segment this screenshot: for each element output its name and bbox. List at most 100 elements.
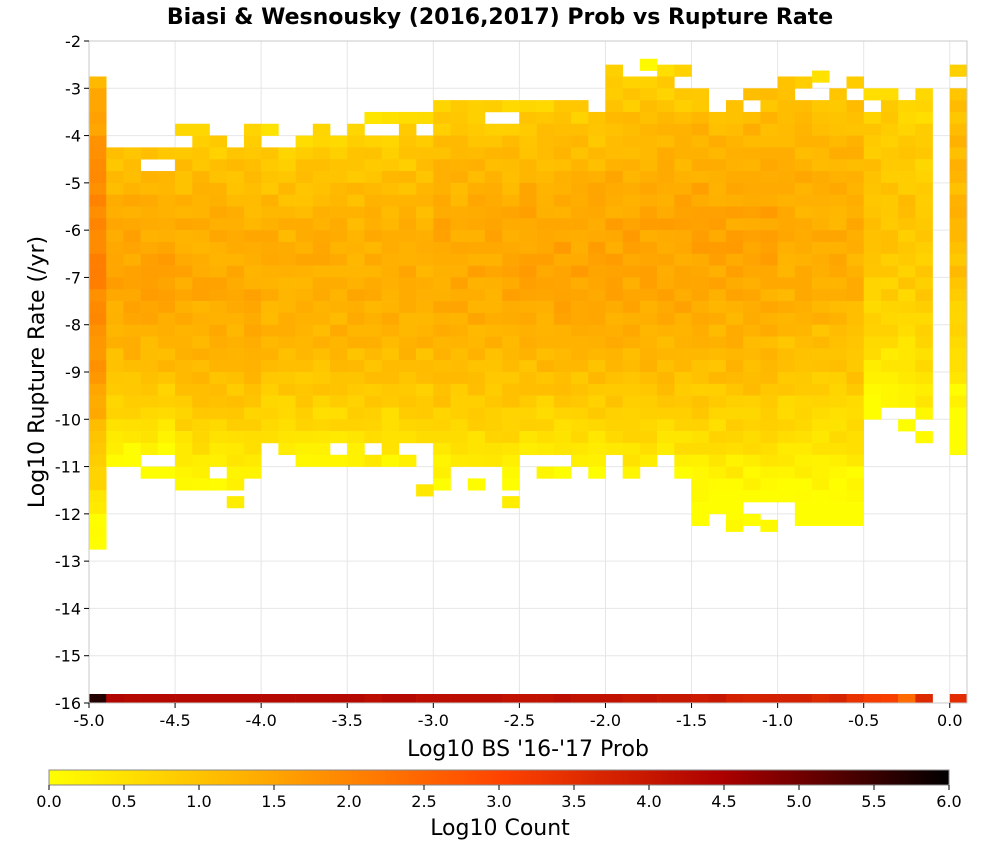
heatmap-cell	[588, 419, 606, 432]
heatmap-cell	[278, 147, 296, 160]
heatmap-cell	[794, 336, 813, 349]
heatmap-cell	[898, 194, 916, 207]
heatmap-cell	[639, 111, 658, 125]
heatmap-cell	[863, 88, 882, 101]
heatmap-cell	[674, 277, 692, 290]
heatmap-cell	[777, 206, 796, 219]
heatmap-cell	[261, 218, 279, 231]
heatmap-cell	[140, 312, 159, 326]
heatmap-cell	[777, 218, 796, 231]
colorbar-tick-label: 6.0	[936, 792, 961, 811]
heatmap-cell	[295, 372, 314, 385]
floor-cell	[89, 694, 107, 703]
heatmap-cell	[330, 218, 348, 231]
heatmap-cell	[863, 182, 882, 195]
heatmap-cell	[674, 64, 692, 77]
heatmap-cell	[863, 194, 882, 207]
heatmap-cell	[484, 194, 503, 207]
heatmap-cell	[605, 111, 623, 125]
heatmap-cell	[622, 431, 641, 444]
heatmap-cell	[536, 383, 555, 396]
heatmap-cell	[192, 301, 210, 314]
heatmap-cell	[863, 111, 882, 125]
heatmap-cell	[261, 336, 279, 349]
heatmap-cell	[175, 289, 193, 302]
heatmap-cell	[777, 147, 796, 160]
heatmap-cell	[863, 147, 882, 160]
heatmap-cell	[760, 265, 778, 278]
heatmap-cell	[175, 431, 193, 444]
floor-cell	[398, 694, 417, 703]
heatmap-cell	[846, 277, 865, 290]
heatmap-cell	[381, 383, 400, 396]
heatmap-cell	[708, 383, 727, 396]
heatmap-cell	[915, 171, 933, 184]
heatmap-cell	[106, 206, 124, 219]
heatmap-cell	[812, 395, 830, 408]
heatmap-cell	[639, 123, 658, 136]
heatmap-cell	[605, 407, 623, 420]
heatmap-cell	[915, 301, 933, 314]
heatmap-cell	[691, 171, 710, 184]
heatmap-cell	[812, 478, 830, 491]
heatmap-cell	[433, 312, 451, 326]
heatmap-cell	[467, 218, 486, 231]
heatmap-cell	[571, 454, 589, 467]
heatmap-cell	[226, 431, 245, 444]
heatmap-cell	[330, 241, 348, 255]
heatmap-cell	[398, 230, 417, 243]
heatmap-cell	[519, 419, 537, 432]
heatmap-cell	[553, 194, 572, 207]
heatmap-cell	[949, 265, 968, 278]
heatmap-cell	[553, 123, 572, 136]
heatmap-cell	[347, 171, 365, 184]
heatmap-cell	[708, 182, 727, 195]
heatmap-cell	[812, 312, 830, 326]
heatmap-cell	[622, 241, 641, 255]
heatmap-cell	[536, 265, 555, 278]
heatmap-cell	[708, 312, 727, 326]
heatmap-cell	[553, 336, 572, 349]
heatmap-cell	[278, 336, 296, 349]
heatmap-cell	[450, 159, 469, 172]
heatmap-cell	[226, 348, 245, 361]
heatmap-cell	[880, 182, 899, 195]
heatmap-cell	[743, 312, 761, 326]
heatmap-cell	[674, 171, 692, 184]
heatmap-cell	[312, 206, 331, 219]
floor-cell	[691, 694, 710, 703]
heatmap-cell	[312, 182, 331, 195]
heatmap-cell	[416, 111, 434, 125]
heatmap-cell	[829, 502, 847, 515]
heatmap-cell	[381, 289, 400, 302]
heatmap-cell	[381, 277, 400, 290]
heatmap-cell	[433, 159, 451, 172]
heatmap-cell	[536, 312, 555, 326]
heatmap-cell	[794, 419, 813, 432]
heatmap-cell	[467, 206, 486, 219]
heatmap-cell	[467, 241, 486, 255]
heatmap-cell	[691, 123, 710, 136]
heatmap-cell	[312, 123, 331, 136]
heatmap-cell	[175, 230, 193, 243]
heatmap-cell	[295, 147, 314, 160]
heatmap-cell	[140, 372, 159, 385]
heatmap-cell	[898, 372, 916, 385]
heatmap-cell	[588, 182, 606, 195]
heatmap-cell	[450, 289, 469, 302]
heatmap-cell	[433, 431, 451, 444]
heatmap-cell	[571, 206, 589, 219]
heatmap-cell	[381, 336, 400, 349]
heatmap-cell	[433, 171, 451, 184]
heatmap-cell	[450, 230, 469, 243]
heatmap-cell	[347, 324, 365, 337]
x-tick-label: -5.0	[73, 711, 104, 730]
heatmap-cell	[777, 277, 796, 290]
heatmap-cell	[106, 277, 124, 290]
heatmap-cell	[829, 265, 847, 278]
heatmap-cell	[898, 336, 916, 349]
heatmap-cell	[674, 372, 692, 385]
heatmap-cell	[691, 502, 710, 515]
heatmap-cell	[243, 407, 262, 420]
heatmap-cell	[467, 419, 486, 432]
